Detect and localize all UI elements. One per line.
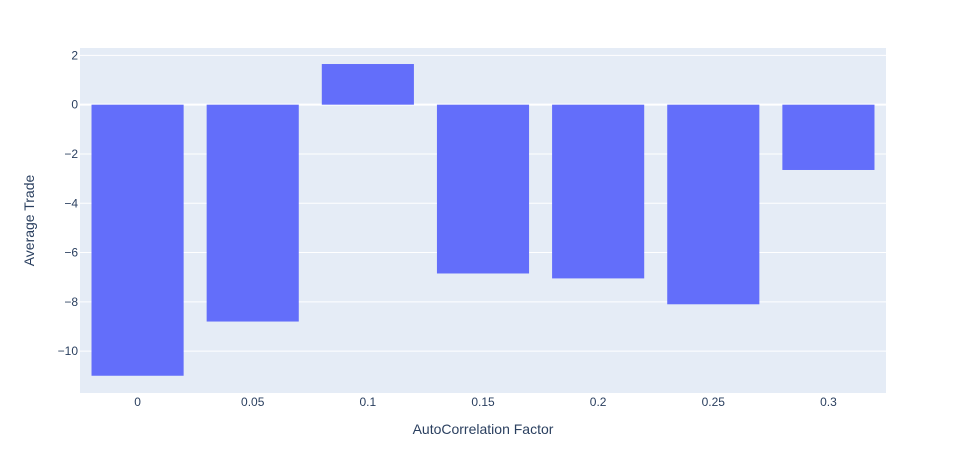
bar-0.1[interactable]	[321, 64, 414, 105]
x-tick-label: 0.2	[590, 395, 607, 409]
y-tick-label: −4	[64, 196, 78, 210]
y-tick-label: −6	[64, 246, 78, 260]
bar-0.05[interactable]	[206, 104, 299, 322]
bars	[91, 64, 875, 376]
y-tick-label: −2	[64, 147, 78, 161]
y-tick-label: 2	[71, 48, 78, 62]
x-tick-label: 0	[134, 395, 141, 409]
bar-0.25[interactable]	[667, 104, 760, 305]
x-axis-title: AutoCorrelation Factor	[413, 421, 554, 437]
bar-0.15[interactable]	[436, 104, 530, 274]
y-tick-label: 0	[71, 98, 78, 112]
x-tick-label: 0.15	[471, 395, 495, 409]
x-tick-labels: 0 0.05 0.1 0.15 0.2 0.25 0.3	[134, 395, 837, 409]
bar-0.2[interactable]	[552, 104, 645, 279]
x-tick-label: 0.25	[702, 395, 726, 409]
y-tick-labels: 2 0 −2 −4 −6 −8 −10	[58, 48, 79, 358]
y-axis-title: Average Trade	[21, 175, 37, 267]
x-tick-label: 0.05	[241, 395, 265, 409]
y-tick-label: −10	[58, 344, 79, 358]
x-tick-label: 0.3	[820, 395, 837, 409]
y-tick-label: −8	[64, 295, 78, 309]
x-tick-label: 0.1	[360, 395, 377, 409]
bar-0[interactable]	[91, 104, 184, 376]
bar-0.3[interactable]	[782, 104, 875, 170]
